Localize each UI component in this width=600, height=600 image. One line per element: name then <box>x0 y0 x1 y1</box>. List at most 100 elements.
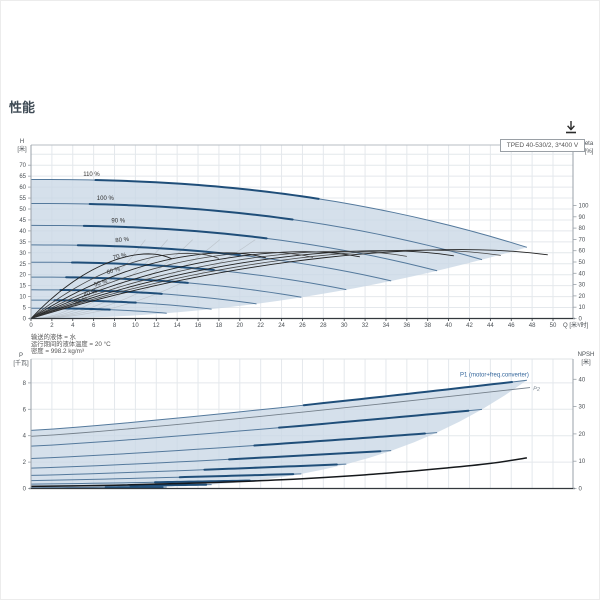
x-tick-label: 2 <box>50 323 54 329</box>
x-tick-label: 8 <box>113 323 117 329</box>
qh-x-ticks: 0 2 4 6 8 10 12 14 16 18 20 22 24 26 28 30 32 34 36 38 40 42 4… <box>29 318 557 329</box>
annotation-line: 密度 = 998.2 kg/m³ <box>31 346 84 355</box>
efficiency-curve-30 <box>30 253 173 319</box>
iso-curve <box>37 239 146 319</box>
h-tick-label: 60 <box>19 185 26 191</box>
x-tick-label: 50 <box>550 323 557 329</box>
h-tick-label: 20 <box>19 273 26 279</box>
eta-tick-label: 60 <box>579 249 586 255</box>
efficiency-curve-80 <box>30 250 407 319</box>
x-tick-label: 38 <box>424 323 431 329</box>
x-tick-label: 42 <box>466 323 473 329</box>
x-tick-label: 16 <box>195 323 202 329</box>
qh-eta-ticks: 0 10 20 30 40 50 60 70 80 90 100 <box>573 204 589 323</box>
x-tick-label: 14 <box>174 323 181 329</box>
download-icon <box>566 121 576 134</box>
power-curve-duty-100 <box>278 409 470 429</box>
iso-curve <box>37 239 221 319</box>
npsh-tick-label: 30 <box>579 405 586 411</box>
p-tick-label: 0 <box>23 487 27 493</box>
eta-tick-label: 70 <box>579 237 586 243</box>
p1-curve-label: P1 (motor+freq.converter) <box>460 372 529 378</box>
h-tick-label: 35 <box>19 240 26 246</box>
power-operating-envelope <box>31 380 527 489</box>
speed-curve-label: 30 % <box>74 296 89 306</box>
x-tick-label: 6 <box>92 323 96 329</box>
speed-curve-label: 110 % <box>83 172 100 178</box>
h-tick-label: 25 <box>19 262 26 268</box>
x-tick-label: 32 <box>362 323 369 329</box>
eta-tick-label: 40 <box>579 271 586 277</box>
efficiency-curve-110 <box>30 249 548 319</box>
iso-curve <box>37 239 193 319</box>
pump-variant-label: TPED 40-530/2, 3*400 V <box>500 139 585 152</box>
efficiency-curve-60 <box>30 251 313 319</box>
x-tick-label: 4 <box>71 323 75 329</box>
h-tick-label: 65 <box>19 174 26 180</box>
page-title: 性能 <box>9 100 36 115</box>
power-curve-duty-90 <box>253 432 426 447</box>
h-tick-label: 0 <box>23 317 27 323</box>
speed-curve-label: 70 % <box>113 252 128 261</box>
x-tick-label: 40 <box>445 323 452 329</box>
npsh-ticks: 0 10 20 30 40 <box>573 377 586 493</box>
efficiency-curve-90 <box>30 250 454 319</box>
npsh-tick-label: 40 <box>579 377 586 383</box>
p-ticks: 0 2 4 6 8 <box>23 381 31 493</box>
annotation-line: 运行期间的液体温度 = 20 °C <box>31 339 111 348</box>
npsh-axis-name: NPSH <box>578 352 595 358</box>
eta-tick-label: 30 <box>579 283 586 289</box>
h-axis-unit: [米] <box>17 145 27 153</box>
speed-curve-label: 80 % <box>115 237 130 244</box>
npsh-curve <box>30 457 528 488</box>
h-tick-label: 70 <box>19 163 26 169</box>
speed-curve-label: 60 % <box>106 266 121 276</box>
efficiency-curve-100 <box>30 249 501 319</box>
eta-axis-unit: [%] <box>585 149 594 155</box>
speed-curve-duty-80 <box>76 244 241 257</box>
h-tick-label: 30 <box>19 251 26 257</box>
efficiency-curve-50 <box>30 252 267 319</box>
speed-curve-duty-70 <box>70 261 215 272</box>
speed-curve-label: 40 % <box>83 288 98 298</box>
x-tick-label: 34 <box>383 323 390 329</box>
speed-curve-labels: 110 % 100 % 90 % 80 % 70 % 60 % 50 %40 %30 % <box>74 172 130 307</box>
p-tick-label: 6 <box>23 407 27 413</box>
x-tick-label: 26 <box>299 323 306 329</box>
npsh-tick-label: 20 <box>579 432 586 438</box>
h-tick-label: 10 <box>19 295 26 301</box>
x-tick-label: 18 <box>216 323 223 329</box>
eta-tick-label: 100 <box>579 204 590 210</box>
eta-axis-name: eta <box>585 141 594 147</box>
p2-curve <box>30 387 531 437</box>
efficiency-curve-70 <box>30 251 360 319</box>
p2-curve-label: P2 <box>533 386 541 393</box>
download-button[interactable] <box>562 119 580 136</box>
annotation-line: 输送的液体 = 水 <box>31 332 77 341</box>
speed-curve-duty-60 <box>65 276 189 284</box>
h-tick-label: 5 <box>23 306 27 312</box>
power-curve-duty-110 <box>302 380 514 407</box>
power-curves <box>30 379 527 489</box>
efficiency-curve-40 <box>30 252 220 319</box>
h-tick-label: 45 <box>19 218 26 224</box>
eta-tick-label: 0 <box>579 317 583 323</box>
speed-curve-duty-50 <box>59 288 163 295</box>
eta-tick-label: 80 <box>579 226 586 232</box>
power-curve-duty-40 <box>129 483 208 487</box>
x-tick-label: 28 <box>320 323 327 329</box>
x-tick-label: 48 <box>529 323 536 329</box>
eta-tick-label: 90 <box>579 215 586 221</box>
h-tick-label: 55 <box>19 196 26 202</box>
eta-tick-label: 50 <box>579 260 586 266</box>
x-tick-label: 0 <box>29 323 33 329</box>
x-tick-label: 24 <box>278 323 285 329</box>
h-axis-name: H <box>20 139 24 145</box>
x-tick-label: 30 <box>341 323 348 329</box>
power-curve-duty-60 <box>178 473 295 479</box>
x-axis-label: Q [米³/时] <box>563 321 589 329</box>
speed-curve-duty-110 <box>94 179 320 200</box>
speed-curve-label: 50 % <box>94 279 109 289</box>
